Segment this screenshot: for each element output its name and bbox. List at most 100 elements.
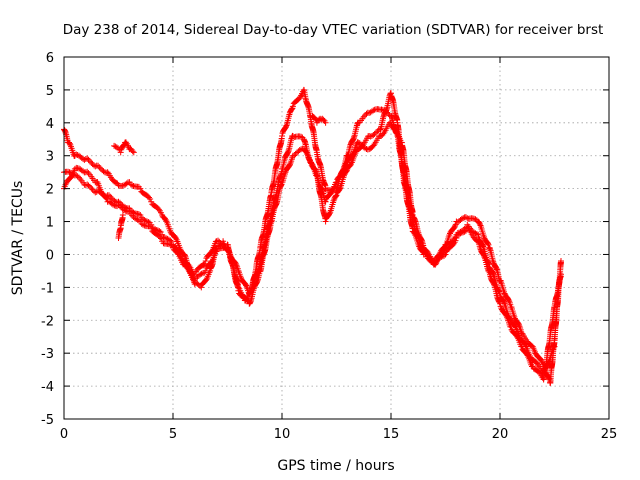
data-marker bbox=[92, 189, 99, 196]
y-tick-label: 1 bbox=[46, 216, 54, 231]
data-marker bbox=[527, 341, 534, 348]
grid-lines bbox=[64, 57, 609, 419]
y-tick-label: -3 bbox=[41, 347, 54, 362]
data-marker bbox=[438, 253, 445, 260]
data-marker bbox=[133, 216, 140, 222]
data-marker bbox=[313, 147, 320, 154]
data-marker bbox=[69, 172, 75, 179]
data-marker bbox=[502, 311, 509, 318]
data-marker bbox=[141, 217, 148, 224]
data-marker bbox=[101, 169, 108, 176]
data-marker bbox=[420, 242, 427, 249]
data-markers bbox=[61, 86, 564, 386]
data-marker bbox=[557, 273, 564, 280]
data-marker bbox=[507, 323, 514, 330]
data-marker bbox=[242, 281, 249, 288]
data-marker bbox=[146, 223, 153, 230]
data-marker bbox=[97, 165, 104, 172]
data-marker bbox=[129, 182, 136, 189]
data-marker bbox=[92, 163, 99, 170]
data-marker bbox=[496, 288, 503, 295]
data-marker bbox=[221, 244, 228, 251]
data-marker bbox=[523, 351, 530, 358]
data-marker bbox=[298, 133, 305, 140]
data-marker bbox=[409, 209, 416, 215]
data-marker bbox=[129, 212, 136, 219]
data-marker bbox=[476, 221, 483, 228]
y-tick-label: -4 bbox=[41, 380, 54, 395]
data-marker bbox=[103, 194, 110, 201]
data-marker bbox=[471, 215, 478, 222]
data-marker bbox=[110, 201, 116, 208]
x-tick-label: 5 bbox=[169, 427, 177, 442]
y-tick-label: -5 bbox=[41, 413, 54, 428]
data-marker bbox=[84, 168, 91, 175]
data-marker bbox=[456, 231, 463, 238]
data-marker bbox=[147, 196, 154, 202]
data-marker bbox=[278, 135, 285, 142]
data-point bbox=[137, 212, 144, 218]
data-marker bbox=[450, 240, 457, 247]
data-marker bbox=[320, 116, 327, 123]
data-marker bbox=[362, 145, 369, 152]
x-tick-label: 20 bbox=[492, 427, 509, 442]
y-tick-label: 0 bbox=[46, 248, 54, 263]
x-tick-label: 0 bbox=[60, 427, 68, 442]
data-marker bbox=[161, 234, 168, 241]
data-point bbox=[111, 142, 118, 149]
y-axis-title: SDTVAR / TECUs bbox=[10, 181, 26, 296]
data-marker bbox=[135, 217, 142, 224]
data-marker bbox=[321, 117, 328, 124]
data-marker bbox=[81, 169, 88, 176]
data-marker bbox=[496, 299, 503, 306]
data-marker bbox=[108, 195, 115, 202]
data-point bbox=[202, 258, 209, 264]
data-marker bbox=[441, 252, 448, 259]
data-marker bbox=[135, 211, 142, 218]
data-marker bbox=[66, 140, 73, 147]
x-axis-title: GPS time / hours bbox=[277, 458, 394, 474]
data-marker bbox=[386, 119, 393, 126]
data-marker bbox=[84, 155, 91, 162]
data-marker bbox=[336, 185, 343, 192]
data-marker bbox=[338, 171, 345, 178]
data-marker bbox=[452, 237, 459, 244]
data-marker bbox=[85, 156, 92, 163]
plot-frame bbox=[63, 56, 610, 420]
data-marker bbox=[332, 179, 339, 186]
data-marker bbox=[140, 221, 146, 228]
data-marker bbox=[174, 250, 181, 257]
data-marker bbox=[122, 207, 129, 214]
data-marker bbox=[460, 229, 467, 236]
data-marker bbox=[216, 238, 223, 245]
y-tick-label: 5 bbox=[46, 84, 54, 99]
data-marker bbox=[348, 153, 355, 159]
data-marker bbox=[215, 237, 221, 244]
data-marker bbox=[387, 90, 394, 97]
data-marker bbox=[370, 107, 377, 114]
data-marker bbox=[167, 241, 174, 248]
data-marker bbox=[198, 270, 205, 277]
y-tick-label: 2 bbox=[46, 183, 54, 198]
data-marker bbox=[86, 183, 93, 190]
data-marker bbox=[398, 139, 405, 146]
data-marker bbox=[96, 164, 103, 171]
chart-title: Day 238 of 2014, Sidereal Day-to-day VTE… bbox=[63, 22, 604, 38]
data-marker bbox=[80, 156, 87, 162]
y-tick-label: 4 bbox=[46, 117, 54, 132]
data-marker bbox=[298, 146, 305, 153]
data-marker bbox=[451, 224, 458, 231]
data-marker bbox=[158, 235, 164, 242]
data-marker bbox=[473, 231, 480, 237]
data-marker bbox=[74, 173, 81, 180]
y-tick-label: -2 bbox=[41, 314, 54, 329]
data-marker bbox=[172, 234, 179, 241]
y-tick-label: 3 bbox=[46, 150, 54, 165]
data-marker bbox=[460, 215, 467, 222]
data-marker bbox=[234, 265, 241, 272]
data-marker bbox=[135, 183, 142, 190]
data-marker bbox=[329, 188, 336, 195]
data-marker bbox=[373, 129, 379, 136]
data-marker bbox=[326, 210, 333, 217]
